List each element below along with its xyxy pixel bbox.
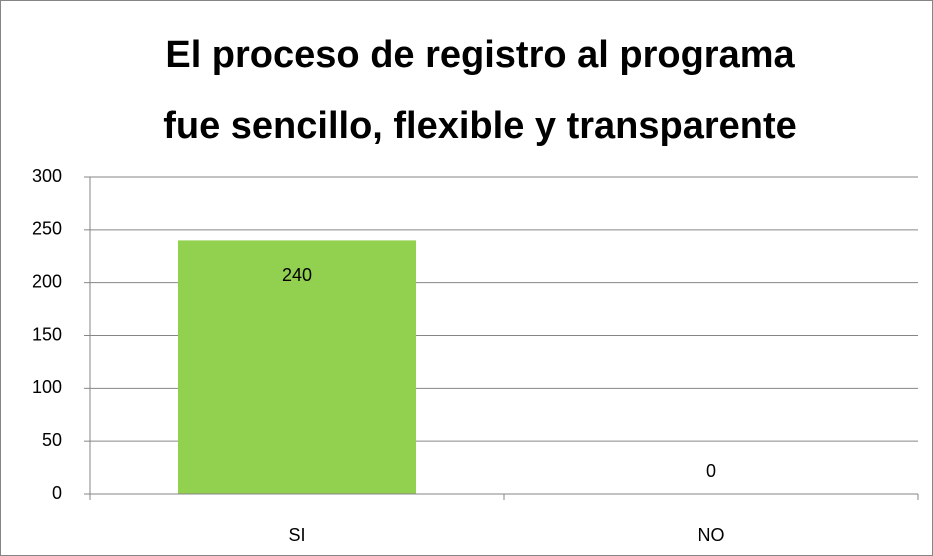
y-tick-label: 300 bbox=[32, 166, 62, 186]
y-tick-label: 200 bbox=[32, 271, 62, 291]
y-tick-label: 0 bbox=[52, 483, 62, 503]
data-label: 240 bbox=[282, 265, 312, 285]
chart-title: El proceso de registro al programa bbox=[165, 34, 795, 76]
data-label: 0 bbox=[706, 461, 716, 481]
chart-title: fue sencillo, flexible y transparente bbox=[163, 105, 797, 147]
bar bbox=[177, 240, 417, 494]
x-tick-label: SI bbox=[288, 525, 305, 545]
y-tick-label: 100 bbox=[32, 377, 62, 397]
x-tick-label: NO bbox=[698, 525, 725, 545]
y-tick-label: 50 bbox=[42, 430, 62, 450]
y-tick-label: 150 bbox=[32, 324, 62, 344]
y-tick-label: 250 bbox=[32, 219, 62, 239]
